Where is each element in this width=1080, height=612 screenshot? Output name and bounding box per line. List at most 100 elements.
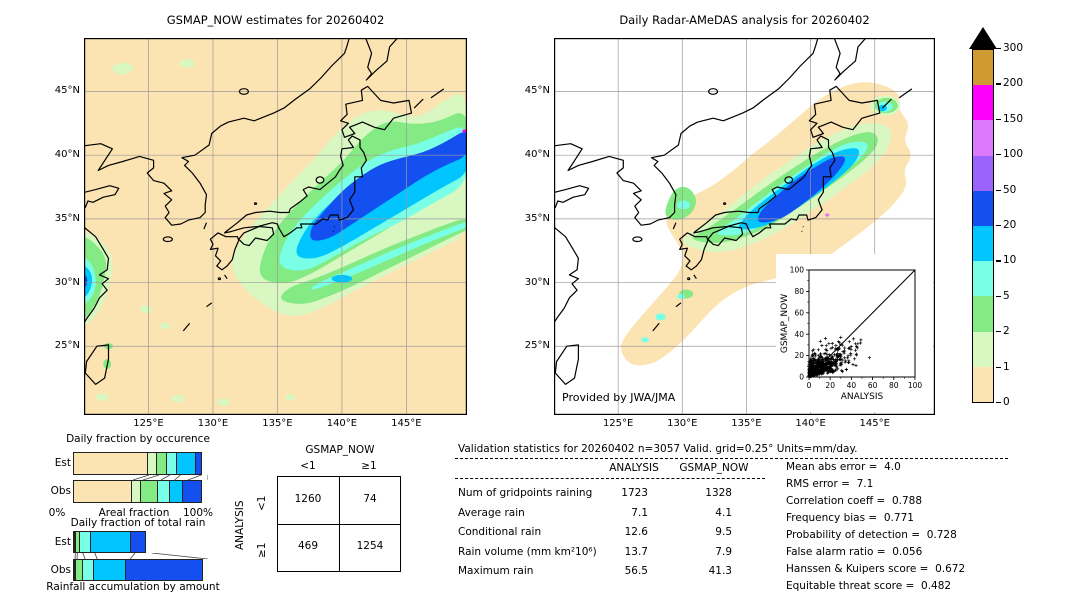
contingency-table-box — [277, 476, 401, 572]
svg-text:20: 20 — [825, 381, 835, 390]
inset-backdrop — [776, 254, 933, 412]
stats-row-label: Conditional rain — [458, 526, 542, 539]
metric-line: Equitable threat score = 0.482 — [786, 580, 952, 592]
bar-segment — [129, 531, 147, 553]
stats-dash-top — [455, 458, 1008, 459]
metric-line: Frequency bias = 0.771 — [786, 512, 914, 524]
stats-analysis-value: 7.1 — [631, 506, 648, 519]
occurrence-est-bar — [73, 452, 208, 475]
stats-table-title: Validation statistics for 20260402 n=305… — [458, 443, 858, 455]
stats-row-label: Num of gridpoints raining — [458, 487, 593, 499]
svg-text:80: 80 — [889, 381, 899, 390]
svg-text:40: 40 — [847, 381, 857, 390]
right-map-title: Daily Radar-AMeDAS analysis for 20260402 — [619, 13, 870, 27]
svg-text:60: 60 — [794, 308, 804, 317]
occurrence-obs-bar — [73, 480, 208, 503]
occurrence-xaxis-label: Areal fraction — [98, 507, 170, 519]
colorbar-segment — [973, 120, 993, 156]
contingency-col-group-label: GSMAP_NOW — [305, 444, 375, 456]
bar-segment — [73, 452, 149, 475]
stats-gsmap-value: 1328 — [705, 487, 732, 499]
svg-text:80: 80 — [794, 287, 804, 296]
colorbar-segment — [973, 155, 993, 191]
metric-line: Hanssen & Kuipers score = 0.672 — [786, 563, 966, 575]
contingency-col-label-ge1: ≥1 — [361, 460, 377, 472]
colorbar-segment — [973, 190, 993, 226]
lat-tick-label: 40°N — [54, 149, 80, 161]
colorbar-tick — [996, 260, 1001, 262]
metric-line: RMS error = 7.1 — [786, 478, 874, 490]
colorbar-tick-label: 300 — [1003, 42, 1024, 54]
stats-gsmap-value: 7.9 — [715, 545, 732, 558]
colorbar-segment — [973, 261, 993, 297]
lat-tick-label: 45°N — [524, 85, 550, 97]
right-map-canvas: 0 20 40 60 80 100 0 20 40 60 80 100 ANALYSIS GSMAP_NO… — [554, 38, 935, 415]
left-map-title: GSMAP_NOW estimates for 20260402 — [166, 13, 385, 27]
bar-segment — [125, 559, 203, 581]
bar-segment — [157, 480, 171, 503]
totalrain-obs-bar — [73, 559, 208, 581]
contingency-col-label-lt1: <1 — [300, 460, 316, 472]
colorbar-tick — [996, 48, 1001, 50]
colorbar-overflow-arrow — [969, 27, 997, 49]
occurrence-chart-title: Daily fraction by occurence — [66, 433, 210, 445]
bar-segment — [93, 559, 127, 581]
contingency-cell-00: 1260 — [294, 493, 322, 505]
bar-segment — [175, 452, 197, 475]
colorbar-tick-label: 100 — [1003, 148, 1024, 161]
lon-tick-label: 145°E — [391, 418, 422, 429]
lon-tick-label: 130°E — [667, 418, 698, 429]
stats-gsmap-value: 9.5 — [715, 526, 732, 539]
bar-segment — [73, 480, 132, 503]
metric-line: Mean abs error = 4.0 — [786, 461, 901, 473]
lat-tick-label: 30°N — [524, 276, 550, 288]
lon-tick-label: 140°E — [326, 418, 358, 429]
colorbar-tick — [996, 225, 1001, 227]
contingency-row-label-ge1: ≥1 — [256, 542, 268, 558]
bar-segment — [195, 452, 202, 475]
accumulation-chart-title: Rainfall accumulation by amount — [46, 581, 220, 593]
colorbar-tick — [996, 83, 1001, 85]
totalrain-connectors — [74, 553, 208, 559]
coastlines — [554, 38, 913, 385]
stats-col-gsmap-now: GSMAP_NOW — [679, 462, 749, 474]
stats-row-label: Rain volume (mm km²10⁶) — [458, 545, 597, 558]
colorbar-tick — [996, 295, 1001, 297]
colorbar-segment — [973, 85, 993, 121]
lon-tick-label: 135°E — [731, 418, 762, 429]
lon-tick-label: 140°E — [795, 418, 826, 429]
svg-text:40: 40 — [794, 330, 804, 339]
bar-segment — [140, 480, 159, 503]
colorbar-tick-label: 2 — [1003, 325, 1010, 338]
svg-text:0: 0 — [807, 381, 812, 390]
inset-xlabel: ANALYSIS — [841, 392, 884, 402]
lat-tick-label: 30°N — [54, 276, 80, 288]
colorbar-segment — [973, 225, 993, 262]
svg-text:0: 0 — [799, 373, 804, 382]
colorbar-tick-label: 150 — [1003, 112, 1024, 125]
colorbar-tick — [996, 366, 1001, 368]
stats-analysis-value: 1723 — [621, 487, 648, 499]
totalrain-chart-title: Daily fraction of total rain — [70, 517, 206, 529]
occurrence-connectors — [132, 475, 208, 480]
stats-gsmap-value: 41.3 — [708, 565, 732, 578]
totalrain-obs-label: Obs — [50, 564, 71, 576]
bar-segment — [169, 480, 183, 503]
left-map-canvas — [84, 38, 467, 415]
lon-tick-label: 125°E — [133, 418, 164, 429]
contingency-cell-10: 469 — [297, 540, 319, 552]
bar-segment — [181, 480, 202, 503]
stats-row-label: Maximum rain — [458, 565, 534, 578]
colorbar-tick-label: 5 — [1003, 289, 1010, 302]
colorbar-tick-label: 200 — [1003, 77, 1024, 90]
stats-analysis-value: 13.7 — [624, 545, 648, 558]
svg-text:20: 20 — [794, 351, 804, 360]
colorbar-tick-label: 10 — [1003, 254, 1017, 267]
stats-analysis-value: 12.6 — [624, 526, 648, 539]
lat-tick-label: 40°N — [524, 149, 550, 161]
colorbar — [972, 49, 994, 403]
stats-row-label: Average rain — [458, 506, 525, 519]
totalrain-est-bar — [73, 531, 208, 553]
colorbar-segment — [973, 50, 993, 86]
